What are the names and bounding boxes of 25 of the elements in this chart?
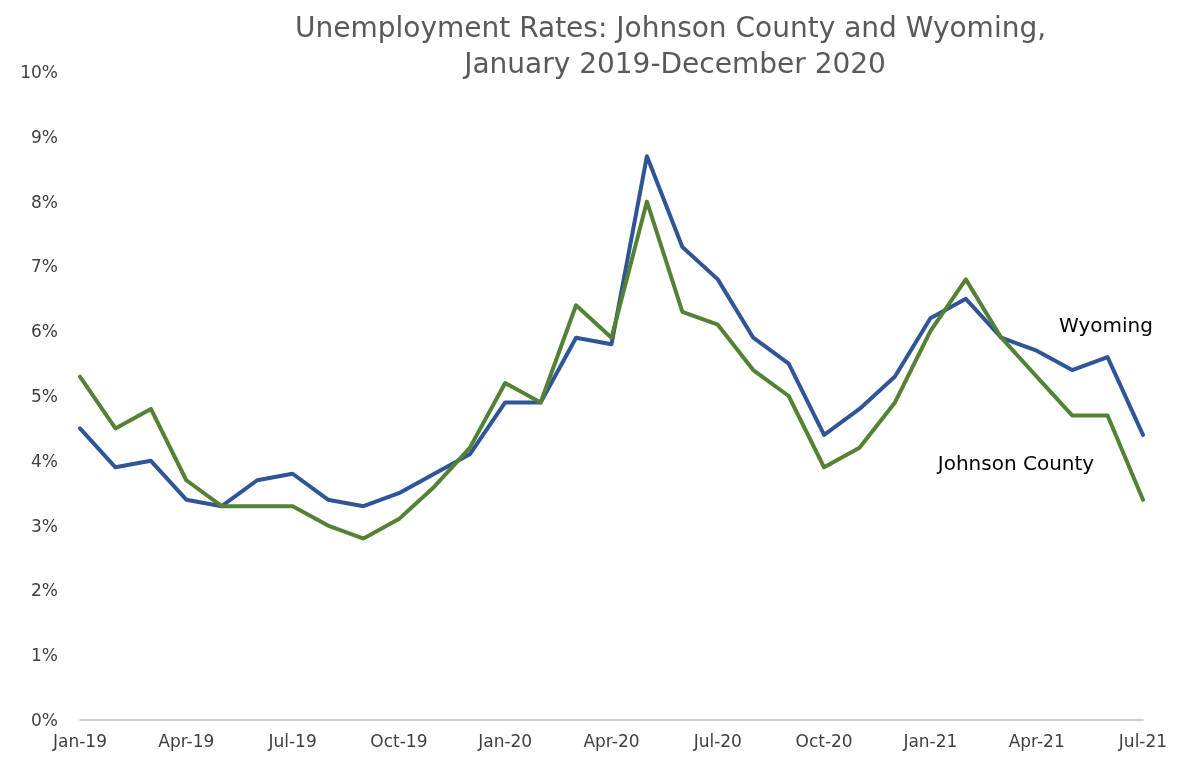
y-tick-label: 9% <box>31 126 58 147</box>
series-label: Johnson County <box>935 450 1095 475</box>
y-tick-label: 1% <box>31 645 58 666</box>
y-tick-label: 7% <box>31 256 58 277</box>
y-tick-label: 4% <box>31 450 58 471</box>
y-tick-label: 10% <box>20 62 58 82</box>
y-tick-label: 5% <box>31 386 58 406</box>
y-tick-label: 8% <box>31 191 58 212</box>
x-tick-label: Jul-19 <box>267 730 317 751</box>
x-tick-label: Jul-20 <box>692 730 742 751</box>
x-tick-label: Apr-21 <box>1008 730 1065 751</box>
series-label: Wyoming <box>1059 312 1153 337</box>
y-tick-label: 3% <box>31 515 58 536</box>
x-tick-label: Apr-20 <box>583 730 640 751</box>
x-tick-label: Oct-19 <box>370 730 428 751</box>
x-tick-label: Jul-21 <box>1117 730 1168 751</box>
chart-title: Unemployment Rates: Johnson County and Wyoming, January 2019-December 2020 <box>295 10 1055 80</box>
y-tick-label: 2% <box>31 580 58 601</box>
y-tick-label: 6% <box>31 321 58 342</box>
x-tick-label: Jan-21 <box>902 730 958 751</box>
y-tick-label: 0% <box>31 710 58 730</box>
x-tick-label: Apr-19 <box>158 730 215 751</box>
x-tick-label: Jan-20 <box>477 730 533 751</box>
x-tick-label: Jan-19 <box>52 730 107 751</box>
x-tick-label: Oct-20 <box>795 730 853 751</box>
